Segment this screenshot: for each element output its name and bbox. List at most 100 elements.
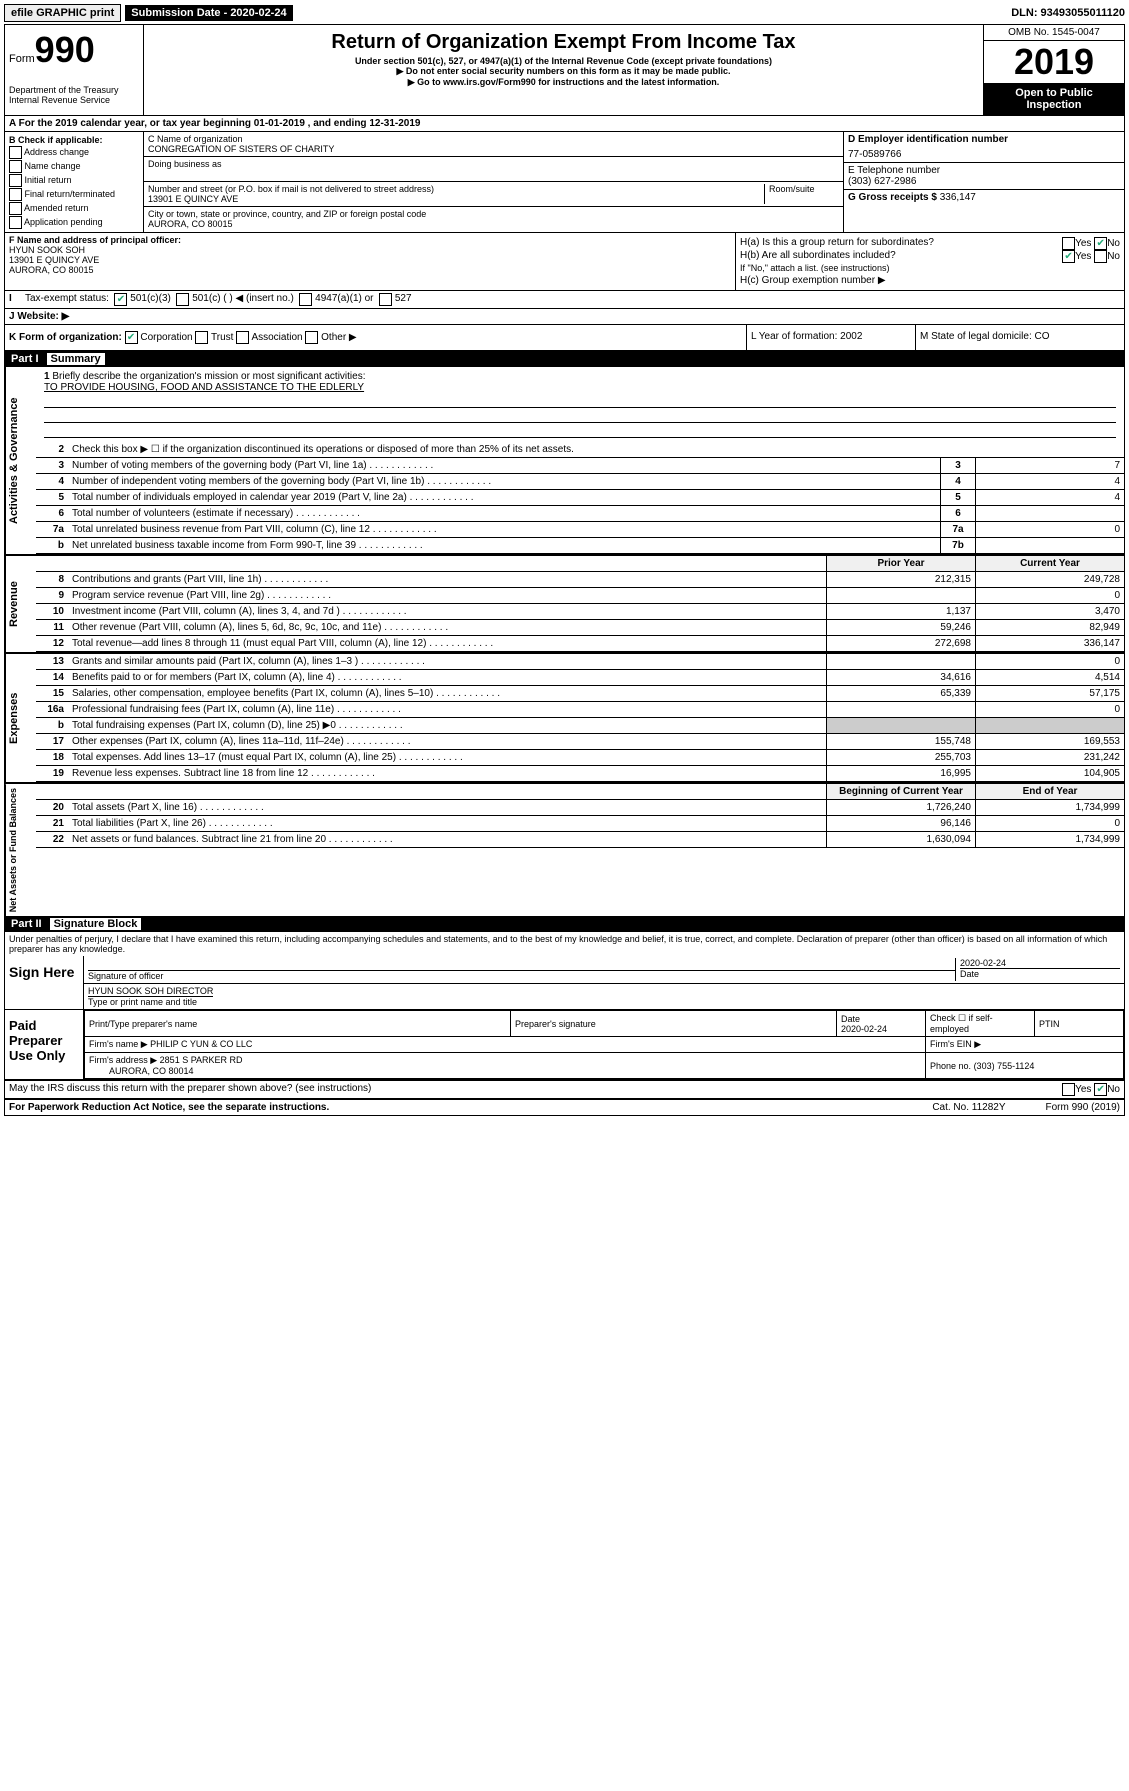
org-city: AURORA, CO 80015: [148, 219, 839, 229]
cb-assoc[interactable]: [236, 331, 249, 344]
row-i: I Tax-exempt status: 501(c)(3) 501(c) ( …: [5, 291, 1124, 309]
cb-527[interactable]: [379, 293, 392, 306]
org-address: 13901 E QUINCY AVE: [148, 194, 760, 204]
declaration: Under penalties of perjury, I declare th…: [5, 932, 1124, 956]
cb-corp[interactable]: [125, 331, 138, 344]
firm-ein-label: Firm's EIN ▶: [926, 1037, 1124, 1053]
checkbox-final[interactable]: [9, 188, 22, 201]
section-bcd: B Check if applicable: Address change Na…: [5, 132, 1124, 233]
row-8: 8 Contributions and grants (Part VIII, l…: [36, 572, 1124, 588]
dba-label: Doing business as: [148, 159, 839, 169]
checkbox-address[interactable]: [9, 146, 22, 159]
row-14: 14 Benefits paid to or for members (Part…: [36, 670, 1124, 686]
date-label: Date: [960, 968, 1120, 979]
name-label: C Name of organization: [148, 134, 839, 144]
ptin-label: PTIN: [1035, 1011, 1124, 1037]
submission-date: Submission Date - 2020-02-24: [125, 5, 292, 21]
row-15: 15 Salaries, other compensation, employe…: [36, 686, 1124, 702]
officer-label: F Name and address of principal officer:: [9, 235, 731, 245]
officer-name: HYUN SOOK SOH: [9, 245, 731, 255]
checkbox-amended[interactable]: [9, 202, 22, 215]
checkbox-name[interactable]: [9, 160, 22, 173]
row-18: 18 Total expenses. Add lines 13–17 (must…: [36, 750, 1124, 766]
omb-number: OMB No. 1545-0047: [984, 25, 1124, 41]
checkbox-initial[interactable]: [9, 174, 22, 187]
ha-no[interactable]: [1094, 237, 1107, 250]
row-21: 21 Total liabilities (Part X, line 26) 9…: [36, 816, 1124, 832]
side-netassets: Net Assets or Fund Balances: [5, 784, 36, 916]
sig-officer-label: Signature of officer: [88, 970, 955, 981]
officer-typed-name: HYUN SOOK SOH DIRECTOR: [88, 986, 213, 996]
row-5: 5 Total number of individuals employed i…: [36, 490, 1124, 506]
gross-receipts: 336,147: [940, 192, 976, 203]
footer: For Paperwork Reduction Act Notice, see …: [5, 1098, 1124, 1115]
sig-date: 2020-02-24: [960, 958, 1120, 968]
row-3: 3 Number of voting members of the govern…: [36, 458, 1124, 474]
cb-other[interactable]: [305, 331, 318, 344]
box-h: H(a) Is this a group return for subordin…: [736, 233, 1124, 290]
section-fh: F Name and address of principal officer:…: [5, 233, 1124, 291]
summary-governance: Activities & Governance 1 Briefly descri…: [5, 367, 1124, 554]
officer-addr1: 13901 E QUINCY AVE: [9, 255, 731, 265]
discuss-row: May the IRS discuss this return with the…: [5, 1080, 1124, 1098]
row-20: 20 Total assets (Part X, line 16) 1,726,…: [36, 800, 1124, 816]
state-domicile: M State of legal domicile: CO: [915, 325, 1124, 350]
form-number: 990: [35, 29, 95, 70]
side-governance: Activities & Governance: [5, 367, 36, 554]
sign-here-label: Sign Here: [5, 956, 83, 1009]
ha-yes[interactable]: [1062, 237, 1075, 250]
efile-btn[interactable]: efile GRAPHIC print: [4, 4, 121, 22]
subtitle-2: ▶ Do not enter social security numbers o…: [148, 66, 979, 77]
paid-preparer-label: Paid Preparer Use Only: [5, 1010, 83, 1079]
side-expenses: Expenses: [5, 654, 36, 782]
row-k: K Form of organization: Corporation Trus…: [5, 325, 1124, 351]
prep-sig-label: Preparer's signature: [510, 1011, 836, 1037]
form-title: Return of Organization Exempt From Incom…: [148, 31, 979, 54]
form-label: Form: [9, 53, 35, 65]
form-header: Form990 Department of the Treasury Inter…: [5, 25, 1124, 116]
discuss-no[interactable]: [1094, 1083, 1107, 1096]
hb-yes[interactable]: [1062, 250, 1075, 263]
row-11: 11 Other revenue (Part VIII, column (A),…: [36, 620, 1124, 636]
discuss-yes[interactable]: [1062, 1083, 1075, 1096]
subtitle-1: Under section 501(c), 527, or 4947(a)(1)…: [148, 56, 979, 66]
cb-501c[interactable]: [176, 293, 189, 306]
officer-addr2: AURORA, CO 80015: [9, 265, 731, 275]
ein-label: D Employer identification number: [848, 134, 1120, 145]
cb-501c3[interactable]: [114, 293, 127, 306]
summary-expenses: Expenses 13 Grants and similar amounts p…: [5, 654, 1124, 782]
row-9: 9 Program service revenue (Part VIII, li…: [36, 588, 1124, 604]
checkbox-pending[interactable]: [9, 216, 22, 229]
row-b: b Total fundraising expenses (Part IX, c…: [36, 718, 1124, 734]
phone-label: E Telephone number: [848, 165, 1120, 176]
summary-revenue: Revenue Prior YearCurrent Year 8 Contrib…: [5, 556, 1124, 652]
phone: (303) 627-2986: [848, 176, 1120, 187]
cb-4947[interactable]: [299, 293, 312, 306]
prep-name-label: Print/Type preparer's name: [85, 1011, 511, 1037]
sign-here-row: Sign Here Signature of officer 2020-02-2…: [5, 956, 1124, 1010]
dept-label: Department of the Treasury Internal Reve…: [9, 85, 139, 105]
paid-preparer-row: Paid Preparer Use Only Print/Type prepar…: [5, 1010, 1124, 1080]
row-19: 19 Revenue less expenses. Subtract line …: [36, 766, 1124, 782]
addr-label: Number and street (or P.O. box if mail i…: [148, 184, 760, 194]
typed-name-label: Type or print name and title: [88, 996, 213, 1007]
part-2-header: Part II Signature Block: [5, 916, 1124, 932]
side-revenue: Revenue: [5, 556, 36, 652]
top-bar: efile GRAPHIC print Submission Date - 20…: [4, 4, 1125, 22]
hb-no[interactable]: [1094, 250, 1107, 263]
row-b: b Net unrelated business taxable income …: [36, 538, 1124, 554]
part-1-header: Part I Summary: [5, 351, 1124, 367]
row-7a: 7a Total unrelated business revenue from…: [36, 522, 1124, 538]
cb-trust[interactable]: [195, 331, 208, 344]
row-22: 22 Net assets or fund balances. Subtract…: [36, 832, 1124, 848]
summary-netassets: Net Assets or Fund Balances Beginning of…: [5, 784, 1124, 916]
form-990: Form990 Department of the Treasury Inter…: [4, 24, 1125, 1116]
box-d: D Employer identification number 77-0589…: [844, 132, 1124, 232]
ein: 77-0589766: [848, 145, 1120, 160]
open-public: Open to Public Inspection: [984, 83, 1124, 115]
gross-label: G Gross receipts $: [848, 192, 937, 203]
room-label: Room/suite: [765, 184, 839, 204]
city-label: City or town, state or province, country…: [148, 209, 839, 219]
row-10: 10 Investment income (Part VIII, column …: [36, 604, 1124, 620]
mission-text: TO PROVIDE HOUSING, FOOD AND ASSISTANCE …: [44, 382, 364, 393]
